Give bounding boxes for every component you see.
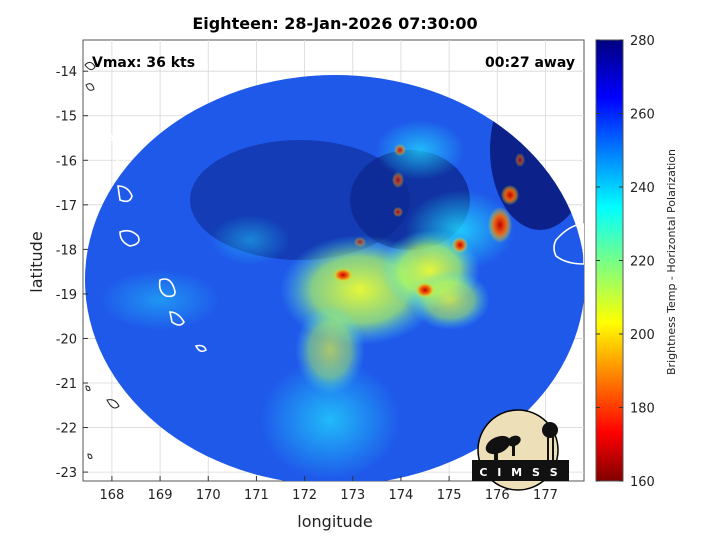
y-tick-label: -19 xyxy=(56,288,77,303)
y-tick-label: -17 xyxy=(56,199,77,214)
colorbar-tick-label: 180 xyxy=(630,402,655,417)
x-tick-label: 173 xyxy=(340,488,365,503)
logo-dish-icon xyxy=(485,422,558,461)
y-axis-label: latitude xyxy=(27,231,46,292)
y-tick-label: -18 xyxy=(56,243,77,258)
colorbar-tick-label: 160 xyxy=(630,475,655,490)
colorbar-ticks: 280 260 240 220 200 180 160 xyxy=(596,34,655,490)
x-tick-label: 170 xyxy=(196,488,221,503)
y-tick-label: -16 xyxy=(56,154,77,169)
x-tick-label: 172 xyxy=(292,488,317,503)
y-tick-label: -22 xyxy=(56,422,77,437)
x-tick-label: 177 xyxy=(533,488,558,503)
x-tick-label: 174 xyxy=(389,488,414,503)
x-tick-label: 176 xyxy=(485,488,510,503)
logo-text: C I M S S xyxy=(479,466,560,479)
colorbar-tick-label: 220 xyxy=(630,255,655,270)
y-tick-label: -15 xyxy=(56,110,77,125)
x-tick-label: 175 xyxy=(437,488,462,503)
y-tick-label: -14 xyxy=(56,65,77,80)
y-tick-label: -23 xyxy=(56,466,77,481)
y-tick-label: -20 xyxy=(56,332,77,347)
x-tick-label: 168 xyxy=(99,488,124,503)
y-tick-label: -21 xyxy=(56,377,77,392)
away-annotation: 00:27 away xyxy=(485,55,575,71)
colorbar-tick-label: 280 xyxy=(630,34,655,49)
colorbar-tick-label: 260 xyxy=(630,108,655,123)
coastlines xyxy=(84,61,584,459)
microwave-swath xyxy=(85,75,584,481)
x-tick-label: 169 xyxy=(148,488,173,503)
colorbar-tick-label: 240 xyxy=(630,181,655,196)
colorbar-gradient xyxy=(595,39,624,482)
chart-title: Eighteen: 28-Jan-2026 07:30:00 xyxy=(192,14,477,33)
colorbar-label: Brightness Temp - Horizontal Polarizatio… xyxy=(665,149,678,375)
axes: 168 169 170 171 172 173 174 175 176 177 -14 -15 -16 -… xyxy=(56,65,558,503)
x-axis-label: longitude xyxy=(297,512,372,531)
x-tick-label: 171 xyxy=(244,488,269,503)
colorbar: 280 260 240 220 200 180 160 Brightness Temp - … xyxy=(595,34,678,490)
vmax-annotation: Vmax: 36 kts xyxy=(92,55,195,71)
cimss-logo: C I M S S xyxy=(472,409,569,491)
colorbar-tick-label: 200 xyxy=(630,328,655,343)
